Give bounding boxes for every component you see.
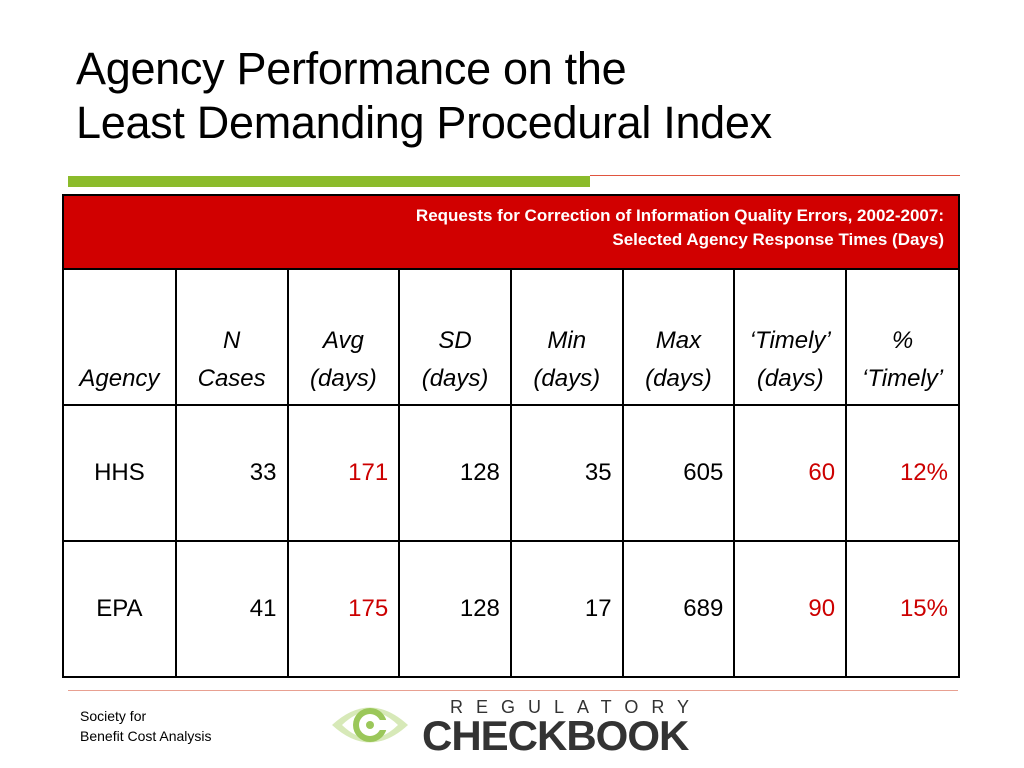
cell-timely: 60 [733, 404, 848, 542]
cell-min: 35 [509, 404, 624, 542]
header-max-line2: (days) [645, 365, 712, 392]
table-caption-row: Requests for Correction of Information Q… [62, 194, 960, 270]
header-avg-line2: (days) [310, 365, 377, 392]
title-line-1: Agency Performance on the [76, 43, 627, 94]
logo-text-regulatory: REGULATORY [450, 697, 703, 717]
footer-org-line-1: Society for [80, 708, 147, 724]
table-caption-line-1: Requests for Correction of Information Q… [415, 206, 944, 225]
cell-n-cases: 41 [174, 540, 289, 678]
header-timely-line2: (days) [756, 365, 824, 392]
logo-text-checkbook: CHECKBOOK [422, 712, 689, 759]
header-min-line1: Min [547, 327, 587, 354]
cell-sd: 128 [398, 540, 512, 678]
footer-divider [68, 690, 958, 691]
cell-pct-timely: 12% [845, 404, 960, 542]
cell-n-cases: 33 [174, 404, 289, 542]
table-row: EPA 41 175 128 17 689 90 15% [62, 540, 960, 678]
header-sd: SD (days) [398, 268, 512, 406]
header-pct-timely: % ‘Timely’ [845, 268, 960, 406]
table-header-row: Agency N Cases Avg (days) SD (days) Min … [62, 268, 960, 406]
title-line-2: Least Demanding Procedural Index [76, 97, 772, 148]
table-row: HHS 33 171 128 35 605 60 12% [62, 404, 960, 542]
title-underline-green [68, 176, 590, 187]
header-min: Min (days) [509, 268, 624, 406]
header-avg-line1: Avg [322, 327, 364, 354]
header-sd-line1: SD [438, 327, 472, 354]
table-caption-line-2: Selected Agency Response Times (Days) [612, 230, 944, 249]
header-max-line1: Max [655, 327, 702, 354]
cell-min: 17 [509, 540, 624, 678]
header-n-cases-line2: Cases [197, 365, 266, 392]
table-caption: Requests for Correction of Information Q… [62, 194, 960, 270]
header-timely: ‘Timely’ (days) [733, 268, 848, 406]
cell-agency: EPA [62, 540, 177, 678]
cell-timely: 90 [733, 540, 848, 678]
header-agency-line2: Agency [79, 365, 160, 392]
header-sd-line2: (days) [421, 365, 489, 392]
cell-max: 605 [621, 404, 736, 542]
header-n-cases-line1: N [222, 327, 241, 354]
response-times-table: Requests for Correction of Information Q… [62, 194, 960, 678]
cell-pct-timely: 15% [845, 540, 960, 678]
header-pct-timely-line1: % [891, 327, 914, 354]
footer-org-line-2: Benefit Cost Analysis [80, 728, 212, 744]
header-pct-timely-line2: ‘Timely’ [862, 365, 944, 392]
header-n-cases: N Cases [174, 268, 289, 406]
cell-agency: HHS [62, 404, 177, 542]
slide-title: Agency Performance on the Least Demandin… [76, 42, 772, 150]
title-underline-red [590, 175, 960, 176]
cell-sd: 128 [398, 404, 512, 542]
header-timely-line1: ‘Timely’ [749, 327, 831, 354]
header-avg: Avg (days) [286, 268, 401, 406]
cell-avg: 175 [286, 540, 401, 678]
footer-org: Society for Benefit Cost Analysis [80, 706, 212, 746]
cell-max: 689 [621, 540, 736, 678]
regulatory-checkbook-logo [332, 707, 408, 743]
header-max: Max (days) [621, 268, 736, 406]
cell-avg: 171 [286, 404, 401, 542]
header-agency: Agency [62, 268, 177, 406]
header-min-line2: (days) [533, 365, 601, 392]
eye-logo-icon [332, 707, 408, 743]
